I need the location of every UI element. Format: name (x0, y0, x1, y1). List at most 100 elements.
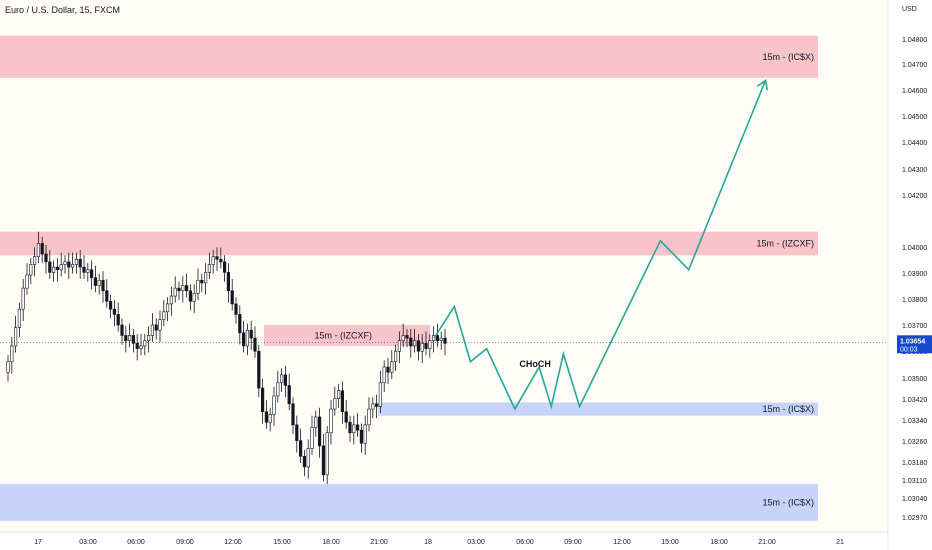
candle-body (439, 337, 443, 342)
candle (287, 373, 291, 411)
candle-body (82, 266, 86, 273)
candle (276, 370, 280, 403)
candle-body (276, 382, 280, 397)
candle-body (344, 411, 348, 423)
price-tick-label: 1.04300 (902, 167, 927, 174)
candle (44, 244, 48, 274)
candle (158, 310, 162, 343)
candle-body (135, 343, 139, 349)
candle (333, 386, 337, 416)
candle-body (325, 432, 329, 476)
candle-body (264, 411, 269, 423)
candle (147, 326, 151, 353)
candle-body (215, 256, 219, 260)
candle-body (109, 300, 113, 310)
candle (223, 255, 227, 282)
candle-body (352, 424, 356, 434)
candle-body (279, 374, 284, 384)
candle-body (78, 258, 82, 268)
zone-demand-3 (378, 402, 818, 416)
zone-label: 15m - (IZCXF) (757, 238, 815, 248)
time-tick-label: 12:00 (224, 539, 242, 546)
candle (86, 263, 90, 282)
candle (355, 413, 360, 437)
candles-layer (6, 231, 447, 484)
last-price-tag-background (897, 335, 932, 354)
candle (272, 386, 276, 427)
time-tick-label: 21:00 (758, 539, 776, 546)
candle-body (143, 340, 147, 347)
candle (439, 331, 443, 350)
time-tick-label: 18:00 (710, 539, 728, 546)
candle-body (105, 290, 109, 302)
candle (405, 328, 409, 348)
candle (63, 255, 67, 274)
candle-body (59, 264, 63, 271)
time-tick-label: 06:00 (516, 539, 534, 546)
candle (71, 252, 75, 274)
candle-body (63, 261, 67, 265)
projection-path (433, 80, 767, 411)
price-tick-label: 1.02970 (902, 515, 927, 522)
time-tick-label: 15:00 (273, 539, 291, 546)
candle (306, 439, 310, 479)
candle (204, 263, 208, 295)
candle-body (393, 350, 398, 363)
annotation-layer: CHoCH (519, 359, 551, 369)
candle-body (336, 390, 341, 399)
candle (219, 247, 223, 269)
candle-body (333, 398, 337, 410)
candle-body (249, 329, 253, 339)
candle (401, 323, 405, 348)
time-axis[interactable]: 17 03:00 06:00 09:00 12:00 15:00 18:00 21:00 18 0… (34, 539, 844, 546)
candle-body (230, 290, 234, 305)
candle-body (382, 366, 386, 384)
candle-body (169, 295, 174, 305)
candle (181, 276, 185, 303)
candle (374, 394, 379, 419)
candle-body (363, 424, 367, 444)
candle-body (147, 335, 151, 342)
zone-supply-0 (0, 35, 818, 78)
candle (249, 321, 253, 350)
price-axis[interactable]: 1.04800 1.04700 1.04600 1.04500 1.04400 1.043… (902, 37, 927, 522)
candle-body (154, 324, 158, 331)
candle (238, 305, 242, 345)
projection-arrowhead (756, 79, 769, 91)
candle (29, 257, 33, 285)
price-tick-label: 1.03420 (902, 397, 927, 404)
time-tick-label: 06:00 (127, 539, 145, 546)
candle-body (128, 335, 132, 342)
candle (340, 381, 345, 424)
candle (295, 415, 299, 453)
candle (188, 284, 193, 311)
candle (169, 286, 174, 316)
last-price-value: 1.03654 (900, 338, 925, 345)
last-price-tag: 1.03654 00:03 (897, 335, 932, 354)
candle-body (355, 424, 360, 431)
candle-body (14, 327, 18, 347)
candle (185, 273, 189, 298)
zone-label: 15m - (IC$X) (762, 497, 814, 507)
candle (260, 378, 265, 424)
zone-label: 15m - (IC$X) (762, 52, 814, 62)
candle-body (40, 243, 44, 255)
candle (25, 263, 29, 295)
candle-body (93, 277, 97, 286)
candle-body (17, 308, 22, 328)
candle (363, 415, 367, 456)
candle (226, 263, 231, 303)
candle-body (409, 337, 413, 347)
candle (48, 250, 52, 279)
candle-body (48, 261, 52, 273)
candle-body (173, 287, 177, 297)
candle (109, 294, 113, 319)
candle (6, 355, 10, 382)
candle (154, 318, 158, 340)
candle-body (435, 335, 440, 342)
candle (32, 247, 37, 277)
candle (135, 334, 139, 361)
candle-body (158, 319, 162, 331)
candle (283, 365, 288, 398)
